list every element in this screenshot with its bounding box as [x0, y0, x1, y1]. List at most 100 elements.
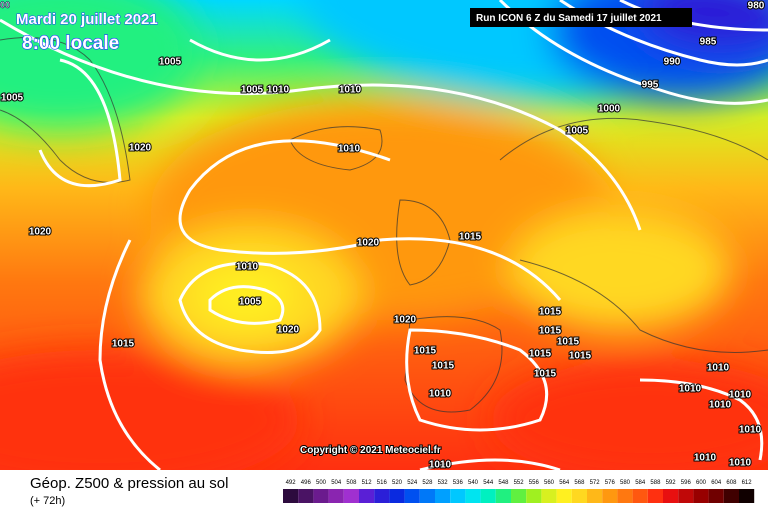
footer-title: Géop. Z500 & pression au sol [30, 475, 228, 492]
isobar-label: 1015 [432, 361, 455, 372]
legend-label: 584 [635, 480, 646, 486]
legend-swatch [663, 489, 679, 503]
isobars [0, 0, 768, 470]
legend-label: 524 [407, 480, 418, 486]
legend-swatch [617, 489, 633, 503]
isobar-label: 1015 [569, 351, 592, 362]
isobar-label: 1005 [1, 93, 24, 104]
isobar-label: 1010 [267, 85, 290, 96]
legend-swatch [450, 489, 466, 503]
isobar-label: 1020 [129, 143, 152, 154]
isobar-label: 1010 [429, 460, 452, 471]
legend-swatch [389, 489, 405, 503]
run-info: Run ICON 6 Z du Samedi 17 juillet 2021 [476, 13, 662, 24]
isobar-label: 1005 [566, 126, 589, 137]
legend-label: 612 [742, 480, 753, 486]
time: 8:00 locale [22, 33, 119, 54]
legend-swatch [678, 489, 694, 503]
isobar-label: 1015 [459, 232, 482, 243]
legend: 492 496 500 504 508 512 516 520 524 528 532 536 540 5… [283, 480, 755, 503]
legend-label: 576 [605, 480, 616, 486]
legend-label: 596 [681, 480, 692, 486]
isobar-label: 1015 [414, 346, 437, 357]
run-box [470, 8, 692, 27]
copyright: Copyright © 2021 Meteociel.fr [300, 445, 441, 456]
legend-label: 528 [422, 480, 433, 486]
isobar-label: 990 [664, 57, 681, 68]
legend-label: 588 [650, 480, 661, 486]
legend-swatch [359, 489, 375, 503]
isobar-label: 1010 [338, 144, 361, 155]
isobar-label: 980 [748, 1, 765, 12]
legend-label: 492 [286, 480, 297, 486]
date: Mardi 20 juillet 2021 [16, 11, 158, 28]
legend-swatch [526, 489, 542, 503]
legend-swatch [298, 489, 314, 503]
legend-label: 504 [331, 480, 342, 486]
legend-swatch [374, 489, 390, 503]
isobar-label: 1010 [339, 85, 362, 96]
legend-label: 512 [362, 480, 373, 486]
legend-swatch [587, 489, 603, 503]
legend-label: 592 [666, 480, 677, 486]
legend-swatch [632, 489, 648, 503]
isobar-label: 1010 [729, 390, 752, 401]
isobar-label: 1015 [539, 307, 562, 318]
isobar-label: 1015 [112, 339, 135, 350]
legend-label: 544 [483, 480, 494, 486]
legend-swatch [647, 489, 663, 503]
isobar-label: 1010 [694, 453, 717, 464]
legend-swatch [328, 489, 344, 503]
legend-swatch [556, 489, 572, 503]
legend-swatch [708, 489, 724, 503]
legend-swatch [739, 489, 755, 503]
legend-swatch [313, 489, 329, 503]
legend-label: 540 [468, 480, 479, 486]
isobar-label: 1010 [729, 458, 752, 469]
legend-label: 516 [377, 480, 388, 486]
legend-swatch [404, 489, 420, 503]
legend-swatch [541, 489, 557, 503]
isobar-label: 1005 [159, 57, 182, 68]
legend-swatch [511, 489, 527, 503]
footer-subtitle: (+ 72h) [30, 495, 65, 507]
legend-label: 580 [620, 480, 631, 486]
legend-swatch [571, 489, 587, 503]
legend-label: 552 [514, 480, 525, 486]
legend-label: 508 [346, 480, 357, 486]
isobar-label: 1010 [679, 384, 702, 395]
legend-label: 564 [559, 480, 570, 486]
isobar-label: 995 [642, 80, 659, 91]
legend-label: 532 [438, 480, 449, 486]
coastlines [0, 37, 768, 413]
legend-swatch [693, 489, 709, 503]
legend-label: 536 [453, 480, 464, 486]
legend-label: 520 [392, 480, 403, 486]
legend-label: 600 [696, 480, 707, 486]
legend-label: 572 [590, 480, 601, 486]
isobar-label: 1015 [529, 349, 552, 360]
legend-swatch [465, 489, 481, 503]
edge-text: 00 [0, 0, 10, 10]
legend-swatch [602, 489, 618, 503]
isobar-label: 1010 [707, 363, 730, 374]
legend-label: 548 [498, 480, 509, 486]
legend-swatch [480, 489, 496, 503]
legend-swatch [343, 489, 359, 503]
legend-label: 496 [301, 480, 312, 486]
isobar-label: 1015 [557, 337, 580, 348]
isobar-label: 1020 [394, 315, 417, 326]
legend-label: 608 [726, 480, 737, 486]
isobar-label: 1015 [539, 326, 562, 337]
isobar-label: 985 [700, 37, 717, 48]
legend-label: 556 [529, 480, 540, 486]
isobar-label: 1005 [241, 85, 264, 96]
legend-label: 500 [316, 480, 327, 486]
isobar-label: 1010 [236, 262, 259, 273]
isobar-label: 1005 [239, 297, 262, 308]
legend-label: 604 [711, 480, 722, 486]
isobar-label: 1010 [739, 425, 762, 436]
legend-label: 568 [574, 480, 585, 486]
